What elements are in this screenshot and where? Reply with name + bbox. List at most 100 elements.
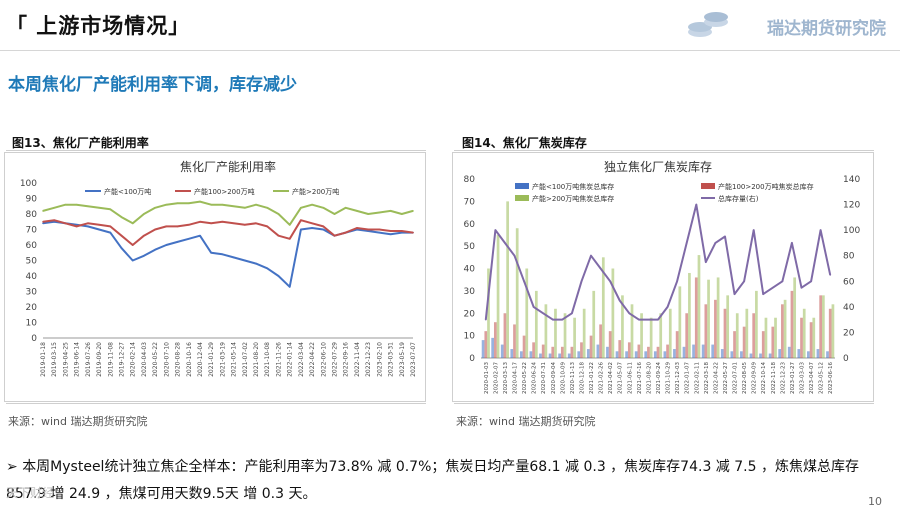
chart2-bar-2 xyxy=(697,255,701,358)
chart2-bar-0 xyxy=(797,349,801,358)
chart2-data-point xyxy=(695,203,698,206)
chart2-y-right-tick-label: 60 xyxy=(843,277,855,287)
chart1-data-point xyxy=(400,213,403,215)
chart1-top-rule xyxy=(6,150,426,151)
chart2-bar-2 xyxy=(668,308,672,358)
chart1-data-point xyxy=(367,228,369,231)
chart1-data-point xyxy=(322,207,325,209)
chart2-bar-0 xyxy=(529,351,533,358)
chart2-data-point xyxy=(618,299,621,302)
chart1-data-point xyxy=(232,205,235,208)
chart1-data-point xyxy=(210,203,212,206)
chart2-bar-1 xyxy=(532,342,535,358)
chart2-y-left-tick-label: 30 xyxy=(464,287,476,297)
chart2-data-point xyxy=(571,312,573,315)
chart1-data-point xyxy=(165,225,168,228)
chart1-y-tick-label: 50 xyxy=(26,257,38,267)
chart2-bar-2 xyxy=(544,304,548,358)
chart1-data-point xyxy=(244,259,246,262)
chart1-data-point xyxy=(64,222,67,225)
chart2-bar-0 xyxy=(634,351,638,358)
chart1-data-point xyxy=(75,225,78,228)
chart1-x-tick-label: 2022-07-29 xyxy=(332,342,339,377)
chart2-data-point xyxy=(551,318,554,321)
chart2-bar-2 xyxy=(582,308,586,358)
chart2-data-point xyxy=(762,293,765,295)
chart2-x-tick-label: 2022-02-11 xyxy=(694,362,700,394)
chart2-top-rule xyxy=(454,150,874,151)
page-title: 「 上游市场情况」 xyxy=(6,14,191,38)
chart2-x-tick-label: 2021-10-29 xyxy=(666,362,672,394)
chart1-y-tick-label: 70 xyxy=(26,226,38,236)
chart1-data-point xyxy=(64,203,67,206)
chart2-data-point xyxy=(666,306,669,308)
chart2-x-tick-label: 2021-01-22 xyxy=(589,362,595,394)
chart1-data-point xyxy=(255,222,257,225)
chart1-data-point xyxy=(42,222,44,225)
chart2-x-tick-label: 2023-05-12 xyxy=(819,362,825,394)
chart2-bar-2 xyxy=(649,317,653,358)
chart2-y-left-tick-label: 70 xyxy=(464,197,476,207)
chart2-bar-2 xyxy=(774,317,777,358)
chart1-x-tick-label: 2019-09-20 xyxy=(96,342,103,377)
chart1-y-tick-label: 90 xyxy=(26,195,38,205)
chart2-x-tick-label: 2022-05-27 xyxy=(723,362,729,394)
chart2-bar-0 xyxy=(701,344,705,358)
chart2-y-left-tick-label: 20 xyxy=(464,309,476,319)
chart2-bar-2 xyxy=(601,257,605,358)
chart1-data-point xyxy=(176,202,179,204)
chart2-bottom-rule xyxy=(454,403,874,404)
chart2-data-point xyxy=(733,293,736,295)
chart1-y-tick-label: 80 xyxy=(26,210,38,220)
chart2-bar-2 xyxy=(487,268,490,358)
chart2-data-point xyxy=(484,318,487,321)
chart2-source: 来源：wind 瑞达期货研究院 xyxy=(456,415,596,428)
chart2-data-point xyxy=(800,286,803,289)
chart2-bar-2 xyxy=(726,295,730,358)
chart2-x-tick-label: 2020-06-24 xyxy=(532,362,538,394)
chart2-bar-0 xyxy=(768,353,772,358)
chart1-data-point xyxy=(232,222,235,225)
chart2-bar-2 xyxy=(640,313,643,358)
chart1-y-tick-label: 0 xyxy=(31,334,37,344)
chart2-bar-1 xyxy=(666,344,669,358)
chart1-x-tick-label: 2021-03-19 xyxy=(219,342,226,377)
chart1-legend-label: 产能>200万吨 xyxy=(292,187,339,196)
logo-text: 瑞达期货研究院 xyxy=(767,19,886,39)
chart2-bar-2 xyxy=(812,317,816,358)
chart2-data-point xyxy=(791,242,793,244)
chart2-bar-0 xyxy=(491,337,494,358)
chart1-data-point xyxy=(244,224,246,226)
chart2-bar-0 xyxy=(615,351,619,358)
chart2-x-tick-label: 2020-11-13 xyxy=(570,362,576,394)
chart1-data-point xyxy=(143,213,145,215)
chart2-bar-0 xyxy=(740,351,743,358)
chart2-data-point xyxy=(542,312,544,315)
chart2-bar-1 xyxy=(694,277,698,358)
chart2-bar-0 xyxy=(625,351,628,358)
chart1-data-point xyxy=(120,216,123,218)
watermark-text: 天下财经 xyxy=(6,486,55,500)
chart2-x-tick-label: 2021-05-07 xyxy=(618,362,624,394)
chart1-data-point xyxy=(109,231,112,234)
chart2-bar-2 xyxy=(745,308,749,358)
chart2-legend-label: 产能100>200万吨焦炭总库存 xyxy=(718,182,814,191)
chart2-bar-1 xyxy=(484,331,488,358)
chart2-bar-0 xyxy=(778,349,782,358)
chart2-bar-0 xyxy=(500,344,504,358)
chart1-data-point xyxy=(221,203,224,206)
chart2-bar-0 xyxy=(663,351,667,358)
chart2-data-point xyxy=(494,229,497,231)
chart1-x-tick-label: 2020-12-04 xyxy=(197,342,204,377)
chart2-x-tick-label: 2022-12-23 xyxy=(780,362,786,394)
chart1-x-tick-label: 2019-07-26 xyxy=(85,342,92,377)
chart1-data-point xyxy=(378,231,381,234)
chart1-data-point xyxy=(300,228,302,231)
chart1-data-point xyxy=(400,231,403,234)
chart2-bar-1 xyxy=(560,346,564,358)
chart2-data-point xyxy=(561,318,564,321)
chart2-x-tick-label: 2022-03-18 xyxy=(704,362,710,394)
chart1-x-tick-label: 2020-08-28 xyxy=(175,342,182,377)
chart1-x-tick-label: 2020-02-14 xyxy=(130,342,137,377)
chart2-data-point xyxy=(676,280,678,283)
